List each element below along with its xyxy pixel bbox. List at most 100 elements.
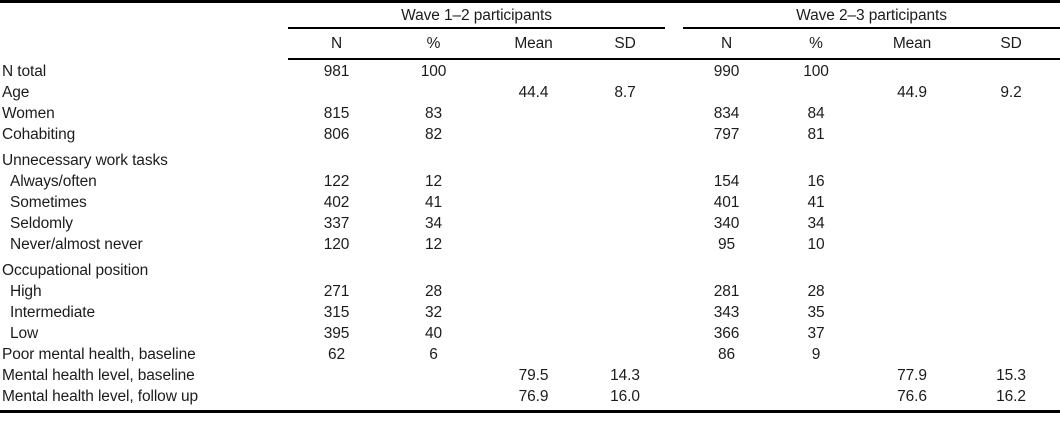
table-cell: 271 — [323, 282, 350, 300]
row-label: Mental health level, follow up — [2, 387, 199, 405]
column-header-pct: % — [426, 34, 441, 52]
table-cell: 14.3 — [610, 366, 640, 384]
table-cell: 395 — [323, 324, 350, 342]
table-cell: 84 — [807, 104, 825, 122]
table-cell: 806 — [323, 125, 350, 143]
table-cell: 37 — [807, 324, 825, 342]
table-cell: 44.4 — [518, 83, 549, 101]
row-label: Women — [2, 104, 55, 122]
table-cell: 340 — [713, 214, 740, 232]
table-cell: 100 — [803, 62, 829, 80]
column-header-mean: Mean — [892, 34, 932, 52]
table-cell: 28 — [424, 282, 443, 300]
table-cell: 10 — [807, 235, 825, 253]
table-cell: 95 — [717, 235, 736, 253]
table-row: Always/often 122 12 154 16 — [0, 171, 1060, 192]
table-cell: 32 — [424, 303, 443, 321]
header-rule — [288, 58, 1060, 60]
table-cell: 12 — [424, 235, 443, 253]
table-body: N total 981 100 990 100 Age 44.4 8.7 44.9 9.2 Wome… — [0, 60, 1060, 407]
table-cell: 40 — [424, 324, 443, 342]
table-cell: 79.5 — [518, 366, 549, 384]
table-row: Seldomly 337 34 340 34 — [0, 213, 1060, 234]
table-cell: 797 — [713, 125, 740, 143]
column-header-sd: SD — [614, 34, 636, 52]
row-label: Seldomly — [10, 214, 73, 232]
table-row: Unnecessary work tasks — [0, 150, 1060, 171]
table-cell: 82 — [424, 125, 443, 143]
column-header-n: N — [330, 34, 343, 52]
table-cell: 44.9 — [897, 83, 927, 101]
column-header-pct: % — [809, 34, 823, 52]
group-header-wave-2-3: Wave 2–3 participants — [683, 3, 1060, 29]
table-cell: 12 — [424, 172, 443, 190]
group-header-label: Wave 2–3 participants — [796, 7, 947, 24]
table-cell: 16 — [807, 172, 825, 190]
table-cell: 120 — [323, 235, 350, 253]
column-header-mean: Mean — [514, 34, 553, 52]
row-label: Unnecessary work tasks — [2, 151, 168, 169]
table-cell: 100 — [420, 62, 447, 80]
group-header-row: Wave 1–2 participants Wave 2–3 participa… — [0, 3, 1060, 29]
table-row: Women 815 83 834 84 — [0, 103, 1060, 124]
table-cell: 15.3 — [996, 366, 1026, 384]
group-header-wave-1-2: Wave 1–2 participants — [288, 3, 665, 29]
row-label: Intermediate — [10, 303, 95, 321]
table-row: Mental health level, follow up 76.9 16.0 76… — [0, 386, 1060, 407]
row-label: Cohabiting — [2, 125, 76, 143]
table-row: Occupational position — [0, 260, 1060, 281]
column-header-n: N — [720, 34, 733, 52]
table-cell: 16.2 — [996, 387, 1026, 405]
table-row: Low 395 40 366 37 — [0, 323, 1060, 344]
table-cell: 6 — [429, 345, 438, 363]
table-row: Age 44.4 8.7 44.9 9.2 — [0, 82, 1060, 103]
table-cell: 315 — [323, 303, 350, 321]
table-row: Sometimes 402 41 401 41 — [0, 192, 1060, 213]
table-cell: 62 — [327, 345, 346, 363]
table-cell: 981 — [323, 62, 350, 80]
table-cell: 16.0 — [610, 387, 640, 405]
row-label: Mental health level, baseline — [2, 366, 195, 384]
table-row: Poor mental health, baseline 62 6 86 9 — [0, 344, 1060, 365]
row-label: High — [10, 282, 42, 300]
table-cell: 990 — [713, 62, 740, 80]
table-cell: 366 — [713, 324, 740, 342]
table-cell: 41 — [424, 193, 443, 211]
table-cell: 41 — [807, 193, 825, 211]
table-cell: 9.2 — [1000, 83, 1022, 101]
table-cell: 76.9 — [518, 387, 549, 405]
table-cell: 337 — [323, 214, 350, 232]
row-label: Never/almost never — [10, 235, 143, 253]
row-label: Occupational position — [2, 261, 149, 279]
row-label: Low — [10, 324, 39, 342]
table-cell: 34 — [807, 214, 825, 232]
table-cell: 281 — [713, 282, 740, 300]
stub-spacer — [0, 3, 288, 29]
bottom-rule — [0, 410, 1060, 413]
table-cell: 343 — [713, 303, 740, 321]
group-header-label: Wave 1–2 participants — [401, 7, 552, 24]
table-cell: 34 — [424, 214, 443, 232]
table-cell: 9 — [811, 345, 821, 363]
table-cell: 35 — [807, 303, 825, 321]
table-row: High 271 28 281 28 — [0, 281, 1060, 302]
table-cell: 815 — [323, 104, 350, 122]
table-cell: 154 — [713, 172, 740, 190]
table-row: Cohabiting 806 82 797 81 — [0, 124, 1060, 145]
table-row: N total 981 100 990 100 — [0, 61, 1060, 82]
table-cell: 77.9 — [897, 366, 927, 384]
row-label: Always/often — [10, 172, 97, 190]
table-row: Never/almost never 120 12 95 10 — [0, 234, 1060, 255]
table-cell: 86 — [717, 345, 736, 363]
table-cell: 401 — [713, 193, 740, 211]
row-label: Sometimes — [10, 193, 87, 211]
table-cell: 76.6 — [897, 387, 927, 405]
row-label: Age — [2, 83, 30, 101]
table-cell: 81 — [807, 125, 825, 143]
top-rule — [0, 0, 1060, 3]
row-label: N total — [2, 62, 47, 80]
table-cell: 122 — [323, 172, 350, 190]
table-row: Mental health level, baseline 79.5 14.3 77.… — [0, 365, 1060, 386]
table-cell: 83 — [424, 104, 443, 122]
table-cell: 834 — [713, 104, 740, 122]
